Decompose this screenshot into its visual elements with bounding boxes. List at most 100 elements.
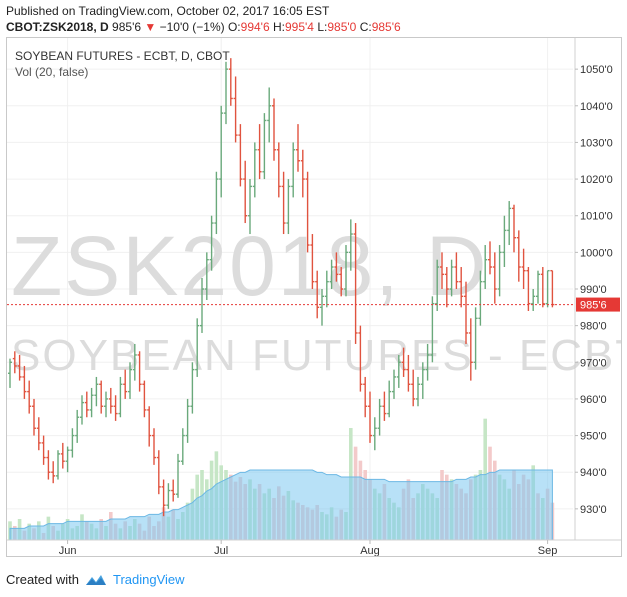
ohlc-bar bbox=[166, 483, 171, 509]
ohlc-bar bbox=[209, 215, 214, 271]
price-axis-label: 1000'0 bbox=[580, 247, 613, 259]
ohlc-bar bbox=[368, 391, 372, 443]
ohlc-bar bbox=[401, 347, 406, 377]
price-axis: 1050'0 1040'0 1030'0 1020'0 1010'0 1000'0 990'… bbox=[575, 64, 613, 516]
ohlc-bar bbox=[75, 409, 80, 443]
legend-volume: Vol (20, false) bbox=[15, 65, 88, 79]
ohlc-bar bbox=[70, 428, 75, 458]
symbol-label: CBOT:ZSK2018, D bbox=[6, 20, 109, 34]
symbol-quote-line: CBOT:ZSK2018, D 985'6 ▼ −10'0 (−1%) O:99… bbox=[6, 20, 401, 34]
ohlc-bar bbox=[329, 259, 334, 289]
tradingview-link[interactable]: TradingView bbox=[112, 572, 185, 587]
time-axis-label: Jun bbox=[59, 545, 77, 556]
ohlc-bar bbox=[128, 362, 132, 399]
ohlc-bar bbox=[358, 325, 363, 392]
ohlc-bar bbox=[180, 428, 185, 465]
close-label: C: bbox=[359, 20, 372, 34]
ohlc-bar bbox=[540, 267, 545, 308]
ohlc-bar bbox=[272, 98, 276, 161]
ohlc-bar bbox=[243, 160, 248, 224]
watermark: ZSK2018, D SOYBEAN FUTURES - ECBT bbox=[11, 219, 621, 380]
open-value: 994'6 bbox=[240, 20, 270, 34]
ohlc-bar bbox=[276, 142, 281, 198]
ohlc-bar bbox=[430, 296, 435, 363]
ohlc-bar bbox=[89, 387, 94, 418]
ohlc-bar bbox=[41, 435, 46, 465]
price-axis-label: 970'0 bbox=[580, 357, 607, 369]
high-value: 995'4 bbox=[284, 20, 314, 34]
ohlc-bar bbox=[464, 281, 468, 344]
ohlc-bar bbox=[545, 269, 550, 308]
published-line: Published on TradingView.com, October 02… bbox=[6, 4, 330, 18]
ohlc-bar bbox=[219, 105, 224, 198]
watermark-name: SOYBEAN FUTURES - ECBT bbox=[11, 331, 621, 380]
ohlc-bar bbox=[12, 351, 17, 374]
ohlc-bar bbox=[334, 252, 339, 282]
ohlc-bar bbox=[459, 267, 464, 308]
ohlc-bar bbox=[51, 461, 56, 484]
footer: Created with TradingView bbox=[6, 572, 185, 587]
ohlc-bar bbox=[411, 369, 416, 407]
price-axis-label: 990'0 bbox=[580, 284, 607, 296]
ohlc-bar bbox=[363, 376, 368, 418]
ohlc-bar bbox=[478, 270, 483, 326]
ohlc-bar bbox=[176, 453, 180, 498]
ohlc-bar bbox=[262, 113, 267, 180]
price-chart[interactable]: ZSK2018, D SOYBEAN FUTURES - ECBT 1050'0… bbox=[7, 38, 621, 556]
ohlc-bar bbox=[142, 380, 147, 418]
ohlc-bar bbox=[156, 450, 161, 495]
ohlc-bar bbox=[94, 376, 99, 407]
ohlc-bar bbox=[497, 245, 502, 297]
ohlc-bar bbox=[315, 270, 320, 319]
ohlc-bar bbox=[536, 270, 540, 304]
ohlc-bar bbox=[454, 252, 459, 289]
ohlc-bar bbox=[108, 387, 113, 414]
price-axis-label: 980'0 bbox=[580, 321, 607, 333]
ohlc-bar bbox=[118, 376, 123, 418]
ohlc-bar bbox=[512, 204, 516, 253]
ohlc-bars bbox=[8, 58, 555, 517]
ohlc-bar bbox=[224, 61, 228, 125]
ohlc-bar bbox=[521, 248, 526, 289]
ohlc-bar bbox=[267, 87, 272, 143]
time-axis-label: Aug bbox=[360, 545, 380, 556]
ohlc-bar bbox=[425, 343, 430, 381]
price-axis-label: 1050'0 bbox=[580, 64, 613, 76]
price-axis-label: 1020'0 bbox=[580, 174, 613, 186]
ohlc-bar bbox=[248, 179, 252, 235]
ohlc-bar bbox=[214, 171, 219, 235]
ohlc-bar bbox=[344, 245, 348, 297]
ohlc-bar bbox=[377, 398, 382, 436]
ohlc-bar bbox=[65, 446, 70, 473]
ohlc-bar bbox=[502, 215, 507, 268]
ohlc-bar bbox=[17, 354, 22, 381]
chart-pane[interactable]: ZSK2018, D SOYBEAN FUTURES - ECBT 1050'0… bbox=[6, 37, 622, 557]
time-axis-label: Jul bbox=[214, 545, 228, 556]
ohlc-bar bbox=[492, 252, 497, 304]
ohlc-bar bbox=[435, 259, 440, 311]
down-arrow-icon: ▼ bbox=[144, 20, 157, 34]
ohlc-bar bbox=[416, 376, 420, 407]
ohlc-bar bbox=[387, 380, 392, 418]
ohlc-bar bbox=[296, 124, 300, 172]
ohlc-bar bbox=[449, 259, 454, 297]
ohlc-bar bbox=[483, 245, 488, 289]
price-axis-label: 1040'0 bbox=[580, 101, 613, 113]
ohlc-bar bbox=[228, 58, 233, 106]
time-axis-label: Sep bbox=[538, 545, 558, 556]
ohlc-bar bbox=[300, 149, 305, 198]
ohlc-bar bbox=[200, 278, 204, 333]
low-label: L: bbox=[317, 20, 328, 34]
high-label: H: bbox=[272, 20, 285, 34]
last-price-tag: 985'6 bbox=[576, 297, 620, 312]
price-axis-label: 930'0 bbox=[580, 504, 607, 516]
ohlc-bar bbox=[526, 267, 531, 311]
volume-ma-area bbox=[9, 469, 553, 541]
ohlc-bar bbox=[305, 171, 310, 253]
ohlc-bar bbox=[382, 391, 387, 421]
ohlc-bar bbox=[468, 318, 473, 381]
ohlc-bar bbox=[8, 358, 12, 388]
ohlc-bar bbox=[46, 450, 51, 480]
ohlc-bar bbox=[113, 395, 118, 421]
ohlc-bar bbox=[161, 479, 166, 517]
